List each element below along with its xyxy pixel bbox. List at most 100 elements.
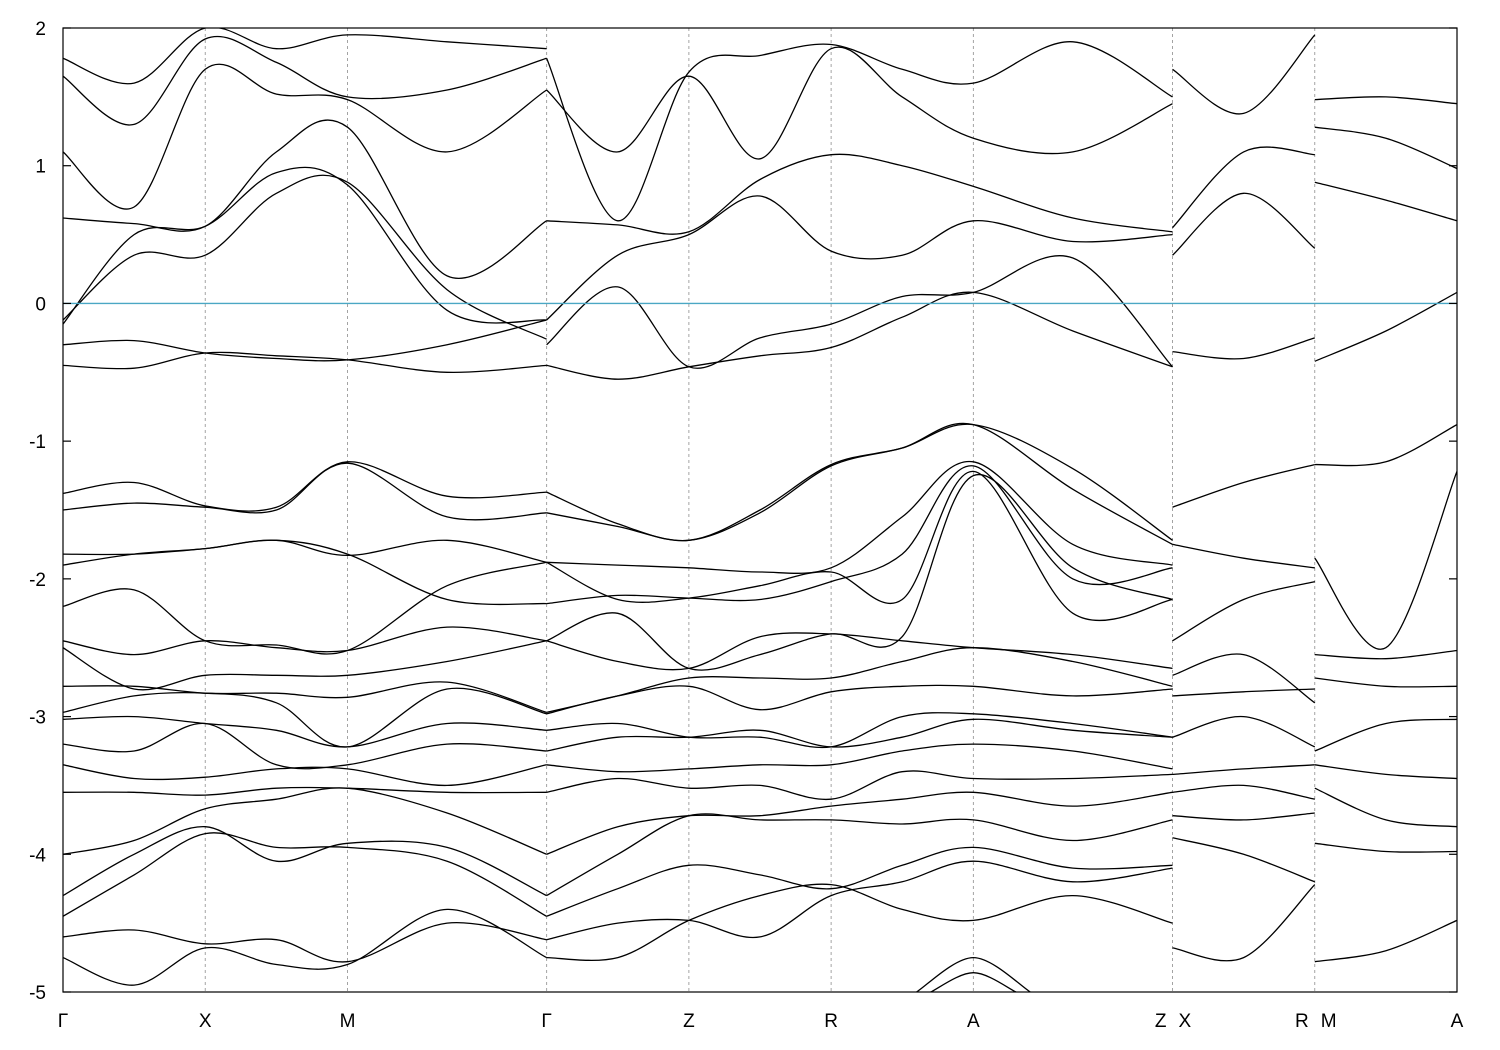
- band-line: [1172, 463, 1315, 508]
- band-line: [63, 640, 547, 691]
- band-line: [1314, 764, 1457, 780]
- band-line: [63, 319, 547, 362]
- band-line: [1314, 181, 1457, 222]
- band-line: [1172, 543, 1315, 569]
- band-line: [1314, 291, 1457, 362]
- band-line: [1314, 718, 1457, 752]
- band-line: [546, 770, 1173, 801]
- band-line: [1314, 842, 1457, 853]
- band-line: [1314, 919, 1457, 963]
- y-tick-label: 2: [35, 19, 46, 40]
- band-line: [546, 684, 1173, 715]
- band-line: [1172, 653, 1316, 704]
- band-line: [1172, 192, 1316, 256]
- band-line: [546, 473, 1173, 671]
- band-line: [546, 460, 1173, 574]
- band-line: [916, 956, 1031, 992]
- y-tick-label: -3: [29, 708, 46, 729]
- band-line: [546, 712, 1173, 749]
- band-line: [63, 174, 547, 340]
- band-line: [1172, 784, 1315, 800]
- band-line: [546, 791, 1173, 855]
- x-tick-label: A: [1451, 1011, 1464, 1032]
- band-line: [63, 826, 547, 897]
- band-line: [546, 632, 1173, 671]
- band-lines: [63, 28, 1457, 992]
- band-line: [63, 681, 547, 714]
- band-line: [1172, 837, 1316, 883]
- x-tick-label: Γ: [541, 1011, 551, 1032]
- band-line: [546, 647, 1173, 714]
- band-line: [63, 921, 547, 963]
- band-line: [546, 153, 1173, 235]
- band-line: [1314, 424, 1457, 467]
- band-line: [546, 813, 1173, 897]
- band-line: [1172, 34, 1316, 115]
- band-line: [1172, 715, 1316, 748]
- x-tick-label: A: [967, 1011, 980, 1032]
- band-line: [546, 470, 1173, 622]
- y-tick-label: -5: [29, 983, 46, 1004]
- y-tick-label: -4: [29, 845, 46, 866]
- x-tick-label: X: [1179, 1011, 1192, 1032]
- band-line: [1172, 146, 1315, 229]
- band-line: [63, 119, 547, 279]
- band-line: [1172, 764, 1315, 776]
- band-line: [63, 35, 547, 126]
- band-line: [1172, 337, 1315, 360]
- y-axis: 2 1 0 -1 -2 -3 -4 -5: [29, 19, 1457, 1004]
- band-line: [930, 972, 1017, 992]
- band-line: [546, 743, 1173, 773]
- band-line: [63, 63, 547, 210]
- band-line: [63, 166, 547, 325]
- band-line: [1314, 126, 1457, 170]
- band-line: [63, 687, 547, 748]
- band-line: [1314, 677, 1457, 688]
- band-line: [1314, 471, 1457, 650]
- band-line: [63, 626, 547, 656]
- y-tick-label: 0: [35, 294, 46, 315]
- kpoint-gridlines: [204, 28, 1316, 992]
- x-tick-label: Z: [683, 1011, 695, 1032]
- band-line: [63, 461, 547, 512]
- band-line: [63, 908, 547, 986]
- plot-frame: [62, 27, 1458, 993]
- band-line: [1172, 812, 1315, 821]
- band-line: [546, 422, 1173, 545]
- band-line: [546, 860, 1173, 941]
- y-tick-label: 1: [35, 157, 46, 178]
- x-tick-label: R: [824, 1011, 838, 1032]
- x-tick-label: Γ: [58, 1011, 68, 1032]
- band-line: [1314, 787, 1457, 828]
- band-line: [546, 846, 1173, 917]
- band-line: [546, 883, 1173, 962]
- band-line: [63, 787, 547, 855]
- band-line: [63, 832, 547, 917]
- band-line: [63, 786, 547, 796]
- band-line: [63, 715, 547, 748]
- band-line: [546, 41, 1173, 222]
- band-line: [546, 465, 1173, 605]
- band-line: [546, 195, 1173, 321]
- band-line: [546, 718, 1173, 752]
- band-line: [1172, 688, 1315, 697]
- band-line: [63, 28, 547, 85]
- band-line: [1314, 649, 1457, 660]
- x-tick-label: M: [1321, 1011, 1337, 1032]
- x-tick-label: R: [1295, 1011, 1309, 1032]
- band-line: [63, 351, 547, 374]
- x-tick-label: X: [199, 1011, 212, 1032]
- band-line: [63, 561, 547, 655]
- x-tick-label: M: [340, 1011, 356, 1032]
- band-line: [546, 46, 1173, 160]
- y-tick-label: -1: [29, 432, 46, 453]
- band-line: [546, 291, 1173, 380]
- band-line: [63, 539, 547, 606]
- x-tick-label: Z: [1155, 1011, 1167, 1032]
- band-line: [1314, 96, 1457, 105]
- band-line: [63, 764, 547, 787]
- band-line: [1172, 580, 1315, 642]
